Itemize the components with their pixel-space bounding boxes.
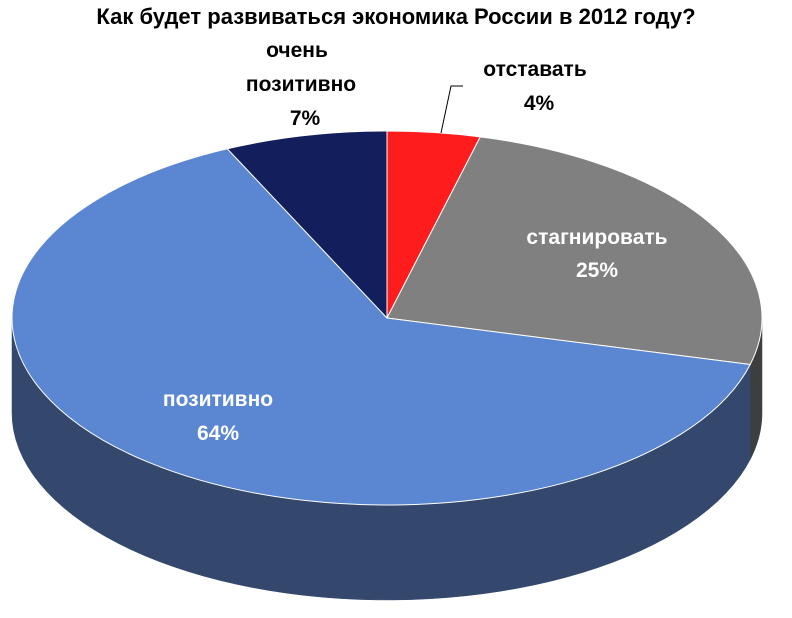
pie-label-отставать: отставать 4% bbox=[483, 58, 587, 115]
pie-slices bbox=[11, 130, 763, 506]
pie-category-label: позитивно bbox=[246, 73, 356, 96]
pie-category-label: позитивно bbox=[163, 388, 273, 411]
pie-slice-очень-позитивно bbox=[226, 130, 388, 319]
pie-label-позитивно: позитивно 64% bbox=[163, 388, 273, 445]
pie-leader-lines bbox=[440, 85, 463, 134]
pie-value-label: 4% bbox=[524, 92, 555, 115]
pie-label-стагнировать: стагнировать 25% bbox=[526, 226, 667, 282]
pie-value-label: 64% bbox=[197, 422, 239, 445]
pie-category-label: отставать bbox=[483, 58, 587, 81]
pie-category-label: очень bbox=[266, 39, 328, 62]
pie-slice-стагнировать bbox=[386, 136, 763, 366]
chart-title: Как будет развиваться экономика России в… bbox=[96, 4, 696, 29]
pie-label-очень-позитивно: очень позитивно 7% bbox=[246, 39, 356, 130]
pie-slice-позитивно bbox=[11, 148, 751, 506]
pie-category-label: стагнировать bbox=[526, 226, 667, 249]
pie-value-label: 25% bbox=[576, 259, 618, 282]
leader-line-отставать bbox=[440, 85, 463, 134]
pie-value-label: 7% bbox=[290, 107, 321, 130]
pie-labels: отставать 4% стагнировать 25% позитивно 64% оч… bbox=[163, 39, 668, 445]
